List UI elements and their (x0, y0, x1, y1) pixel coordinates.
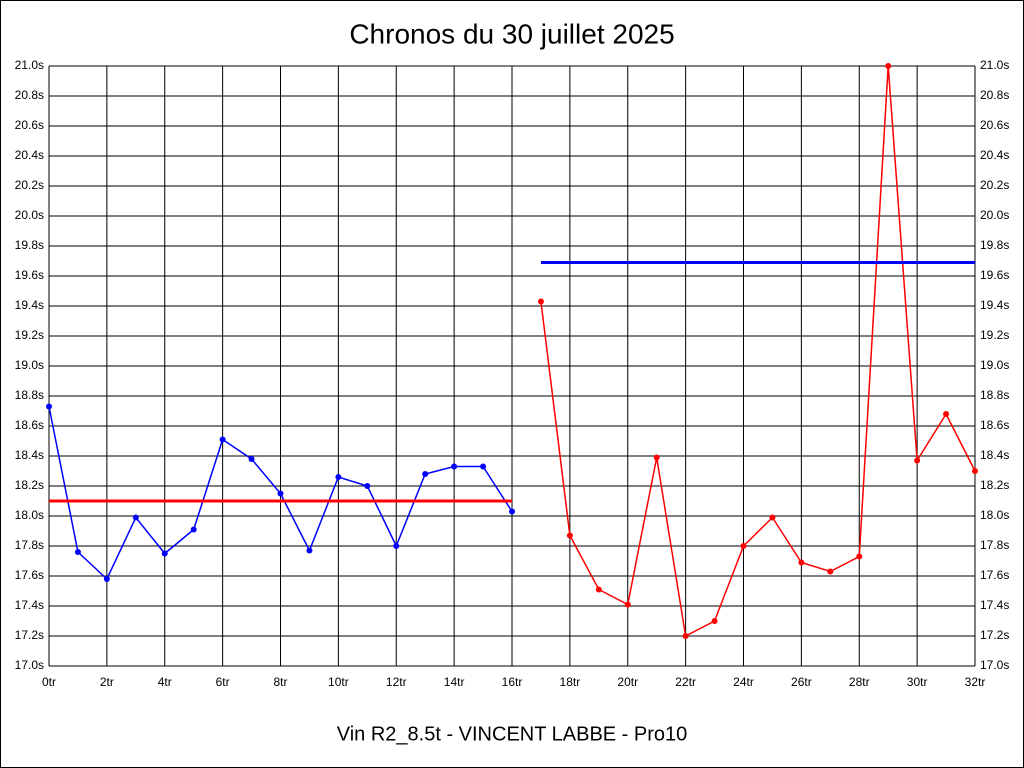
y2-tick-label: 17.0s (980, 658, 1009, 672)
data-point (451, 463, 458, 470)
y-tick-label: 17.0s (15, 658, 44, 672)
y-tick-label: 18.6s (15, 418, 44, 432)
y2-tick-label: 17.6s (980, 568, 1009, 582)
y-tick-label: 20.8s (15, 88, 44, 102)
x-tick-label: 32tr (965, 675, 986, 689)
y2-tick-label: 17.4s (980, 598, 1009, 612)
data-point (653, 454, 660, 461)
x-tick-label: 18tr (560, 675, 581, 689)
x-tick-label: 26tr (791, 675, 812, 689)
data-point (422, 471, 429, 477)
y-tick-label: 18.4s (15, 448, 44, 462)
data-point (103, 576, 110, 582)
data-point (132, 514, 139, 521)
data-point (885, 63, 892, 69)
y-tick-label: 17.8s (15, 538, 44, 552)
data-point (190, 526, 197, 533)
x-tick-label: 24tr (733, 675, 754, 689)
data-point (277, 490, 284, 497)
y2-tick-label: 20.8s (980, 88, 1009, 102)
y-tick-label: 19.2s (15, 328, 44, 342)
y-tick-label: 18.2s (15, 478, 44, 492)
y-tick-label: 20.0s (15, 208, 44, 222)
data-point (798, 559, 805, 566)
y2-tick-label: 19.8s (980, 238, 1009, 252)
y-tick-label: 21.0s (15, 58, 44, 72)
data-point (306, 547, 313, 554)
data-point (624, 601, 631, 608)
data-point (740, 543, 747, 549)
x-tick-label: 12tr (386, 675, 407, 689)
y2-tick-label: 18.4s (980, 448, 1009, 462)
data-point (393, 543, 400, 549)
data-point (769, 514, 776, 521)
x-tick-label: 28tr (849, 675, 870, 689)
data-point (46, 403, 52, 410)
y2-tick-label: 20.2s (980, 178, 1009, 192)
y2-tick-label: 18.0s (980, 508, 1009, 522)
x-tick-label: 14tr (444, 675, 465, 689)
y2-tick-label: 19.0s (980, 358, 1009, 372)
y-tick-label: 19.4s (15, 298, 44, 312)
chart-title: Chronos du 30 juillet 2025 (349, 18, 674, 49)
y2-tick-label: 18.6s (980, 418, 1009, 432)
y-tick-label: 17.2s (15, 628, 44, 642)
data-point (566, 532, 573, 539)
y-tick-label: 19.0s (15, 358, 44, 372)
data-point (335, 474, 342, 480)
y-tick-label: 19.8s (15, 238, 44, 252)
data-point (856, 553, 863, 560)
y2-tick-label: 17.8s (980, 538, 1009, 552)
y-tick-label: 18.0s (15, 508, 44, 522)
data-point (682, 633, 689, 639)
y-tick-label: 18.8s (15, 388, 44, 402)
x-tick-label: 16tr (502, 675, 523, 689)
y2-tick-label: 18.8s (980, 388, 1009, 402)
y2-tick-label: 20.4s (980, 148, 1009, 162)
y-tick-label: 19.6s (15, 268, 44, 282)
y2-tick-label: 19.2s (980, 328, 1009, 342)
data-point (248, 456, 255, 462)
y2-tick-label: 18.2s (980, 478, 1009, 492)
x-tick-label: 8tr (273, 675, 287, 689)
data-point (74, 549, 81, 555)
data-point (914, 457, 921, 464)
x-tick-label: 0tr (42, 675, 56, 689)
data-point (219, 436, 226, 443)
y2-tick-label: 17.2s (980, 628, 1009, 642)
y-tick-label: 20.4s (15, 148, 44, 162)
data-point (972, 468, 978, 474)
x-tick-label: 10tr (328, 675, 349, 689)
data-point (827, 568, 834, 575)
data-point (161, 550, 168, 557)
y-tick-label: 17.4s (15, 598, 44, 612)
x-tick-label: 20tr (617, 675, 638, 689)
chart-footer: Vin R2_8.5t - VINCENT LABBE - Pro10 (337, 723, 688, 745)
data-point (711, 618, 718, 624)
data-point (364, 483, 371, 489)
data-point (480, 463, 487, 470)
data-point (509, 508, 515, 515)
x-tick-label: 22tr (675, 675, 696, 689)
x-tick-label: 30tr (907, 675, 928, 689)
y-tick-label: 20.6s (15, 118, 44, 132)
y2-tick-label: 19.6s (980, 268, 1009, 282)
x-tick-label: 2tr (100, 675, 114, 689)
y-tick-label: 17.6s (15, 568, 44, 582)
x-tick-label: 4tr (158, 675, 172, 689)
data-point (537, 298, 544, 305)
y2-tick-label: 20.0s (980, 208, 1009, 222)
data-point (595, 586, 602, 593)
y-tick-label: 20.2s (15, 178, 44, 192)
y2-tick-label: 20.6s (980, 118, 1009, 132)
x-tick-label: 6tr (216, 675, 230, 689)
data-point (943, 411, 950, 417)
y2-tick-label: 21.0s (980, 58, 1009, 72)
y2-tick-label: 19.4s (980, 298, 1009, 312)
